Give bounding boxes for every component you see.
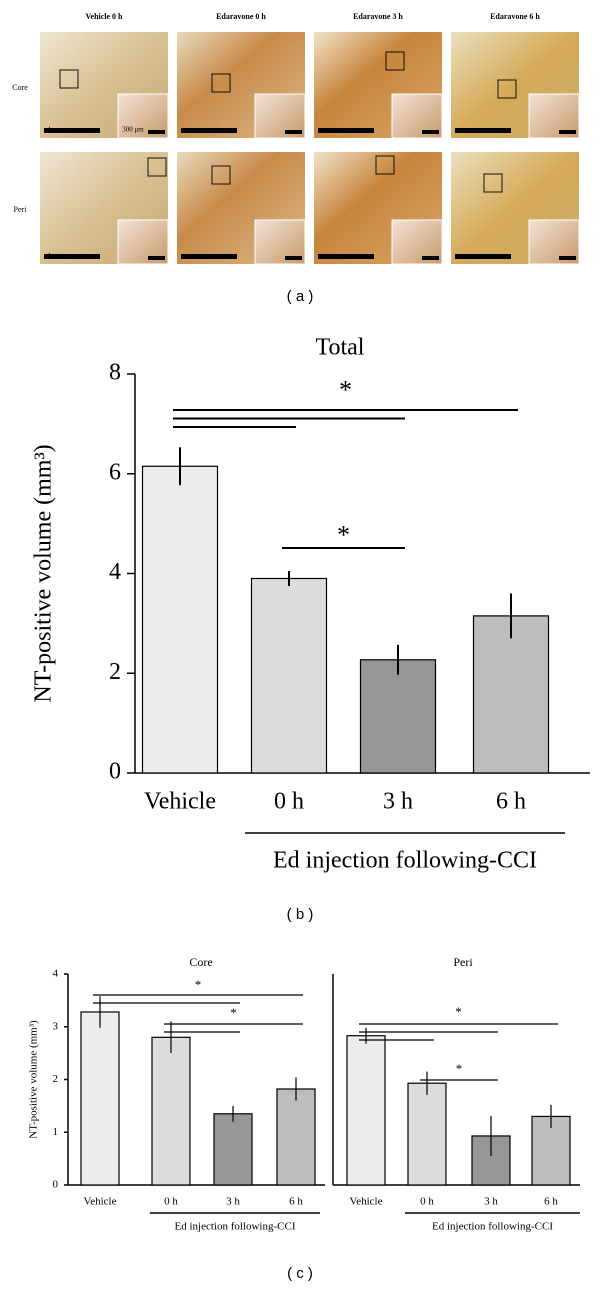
x-tick-label: Vehicle [350,1196,383,1208]
scale-bar [455,254,511,259]
region-box [385,51,405,71]
bar [213,1113,253,1186]
column-label: Edaravone 3 h [353,12,403,21]
region-box [211,165,231,185]
panel-label: ( a ) [287,288,314,305]
bar [151,1036,191,1186]
region-box [483,173,503,193]
y-tick-label: 0 [53,1179,59,1191]
x-tick-label: Vehicle [144,789,216,815]
region-box [59,69,79,89]
scale-label: 300 μm [122,126,144,134]
x-tick-label: 6 h [544,1196,558,1208]
significance-label: * [455,1004,462,1019]
micrograph-panel: Vehicle 0 h Edaravone 0 h Edaravone 3 h … [12,12,580,265]
scale-bar [318,254,374,259]
x-tick-label: 0 h [420,1196,434,1208]
inset-scale-bar [422,130,439,134]
significance-label: * [195,977,202,992]
scale-bar [44,254,100,259]
significance-label: * [337,520,350,549]
bar [250,577,328,774]
y-tick-label: 8 [109,360,121,386]
y-tick-label: 1 [53,1126,59,1138]
group-label: Ed injection following-CCI [175,1221,296,1233]
bar [472,615,550,774]
y-tick-label: 4 [53,968,59,980]
row-label: Peri [14,205,28,214]
chart: Total NT-positive volume (mm³) 0 2 4 6 8 Vehicl… [31,335,590,874]
group-label: Ed injection following-CCI [432,1221,553,1233]
y-axis-label: NT-positive volume (mm³) [31,444,57,702]
region-box [211,73,231,93]
inset-scale-bar [422,256,439,260]
x-tick-label: 3 h [383,789,413,815]
bar [359,659,437,774]
y-tick-label: 6 [109,459,121,485]
inset-scale-bar [559,130,576,134]
scale-label: 1 mm [48,252,65,260]
bar [276,1088,316,1186]
panel-label: ( c ) [287,1265,313,1282]
inset-scale-bar [148,256,165,260]
significance-label: * [230,1005,237,1020]
scale-bar [44,128,100,133]
inset-scale-bar [285,130,302,134]
chart-title: Core [189,955,212,969]
bar [407,1082,447,1186]
x-tick-label: 0 h [274,789,304,815]
chart-title: Total [316,335,365,361]
scale-label: 1 mm [48,126,65,134]
significance-label: * [339,375,352,404]
column-label: Vehicle 0 h [85,12,123,21]
x-tick-label: 3 h [226,1196,240,1208]
significance-label: * [456,1061,463,1076]
bar [141,465,219,774]
chart: Peri Vehicle 0 h 3 h 6 h Ed injection followi… [332,955,580,1233]
region-box [375,155,395,175]
inset-scale-bar [285,256,302,260]
column-label: Edaravone 6 h [490,12,540,21]
panel-label: ( b ) [287,906,314,923]
y-tick-label: 2 [109,659,121,685]
y-tick-label: 0 [109,759,121,785]
x-tick-label: 6 h [289,1196,303,1208]
scale-bar [318,128,374,133]
column-label: Edaravone 0 h [216,12,266,21]
chart: Core NT-positive volume (mm³) 0 1 2 3 4 Vehicle… [28,955,325,1233]
x-tick-label: 0 h [164,1196,178,1208]
inset-scale-bar [148,130,165,134]
scale-bar [181,254,237,259]
region-box [497,79,517,99]
inset-scale-bar [559,256,576,260]
y-tick-label: 4 [109,559,121,585]
y-axis-label: NT-positive volume (mm³) [28,1020,40,1139]
scale-bar [181,128,237,133]
group-label: Ed injection following-CCI [273,848,537,874]
y-tick-label: 2 [53,1073,59,1085]
row-label: Core [12,83,28,92]
x-tick-label: 6 h [496,789,526,815]
x-tick-label: Vehicle [84,1196,117,1208]
scale-bar [455,128,511,133]
bar [80,1011,120,1186]
region-box [147,157,167,177]
bar [346,1035,386,1186]
chart-title: Peri [453,955,473,969]
x-tick-label: 3 h [484,1196,498,1208]
y-tick-label: 3 [53,1020,59,1032]
